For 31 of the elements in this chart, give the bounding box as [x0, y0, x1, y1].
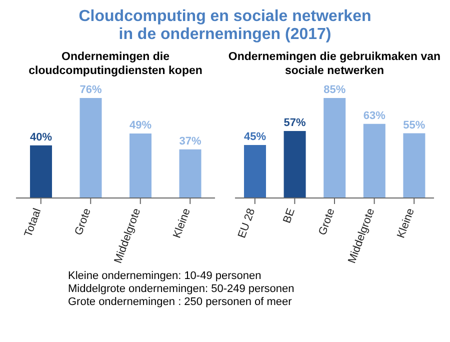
data-label: 45% — [244, 131, 266, 144]
data-label: 63% — [363, 110, 386, 122]
data-label: 57% — [284, 116, 306, 129]
text: Kleine ondernemingen: 10-49 personen — [68, 270, 262, 283]
data-label: 55% — [403, 119, 426, 132]
data-label: 49% — [129, 120, 152, 132]
data-label: 76% — [80, 84, 102, 96]
bar — [363, 124, 386, 198]
bar — [403, 133, 426, 198]
bar — [30, 145, 52, 198]
bar — [179, 149, 202, 198]
x-tick-label: Grote — [316, 206, 338, 237]
bar — [324, 98, 346, 198]
text: Middelgrote ondernemingen: 50-249 personen — [68, 283, 296, 296]
chart-title: Cloudcomputing en sociale netwerken in de ondernemingen (2017) — [78, 8, 372, 44]
bar — [244, 145, 266, 198]
bar — [284, 130, 306, 198]
x-tick-label: BE — [281, 206, 298, 225]
x-tick-label: Totaal — [22, 206, 44, 239]
chart-subtitle: Ondernemingen die cloudcomputingdiensten kopen — [28, 50, 204, 79]
data-label: 37% — [179, 135, 202, 148]
chart-subtitle: Ondernemingen die gebruikmaken van sociale netwerken — [227, 50, 442, 79]
bar — [80, 98, 102, 198]
x-tick-label: Grote — [72, 206, 94, 237]
text: Grote ondernemingen : 250 personen of meer — [68, 296, 293, 309]
x-tick-label: EU 28 — [236, 206, 258, 240]
x-tick-label: Kleine — [171, 206, 193, 240]
data-label: 40% — [30, 131, 52, 144]
x-tick-label: Kleine — [395, 206, 417, 240]
bar — [130, 134, 152, 198]
data-label: 85% — [324, 84, 346, 96]
